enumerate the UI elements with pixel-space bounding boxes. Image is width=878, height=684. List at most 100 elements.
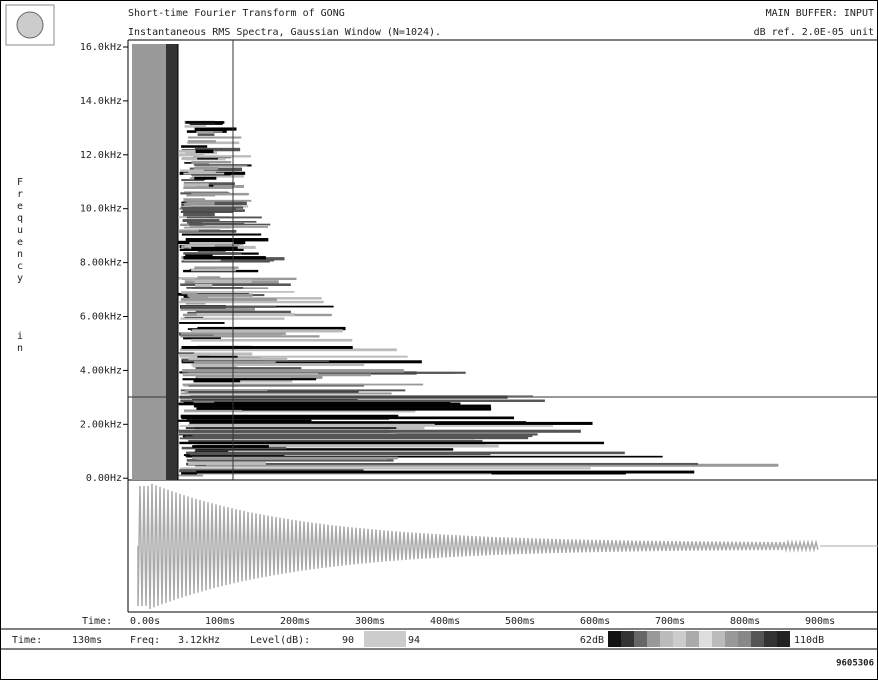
streak bbox=[183, 172, 225, 175]
streak bbox=[196, 379, 293, 383]
streak bbox=[179, 322, 225, 324]
color-step bbox=[608, 631, 621, 647]
streak bbox=[180, 297, 277, 302]
waveform-trace bbox=[137, 483, 819, 610]
streak bbox=[179, 348, 397, 352]
y-unit-letter: n bbox=[17, 343, 23, 354]
streak bbox=[186, 459, 394, 462]
streak bbox=[183, 198, 206, 202]
streak bbox=[196, 131, 223, 133]
streak bbox=[182, 467, 591, 470]
color-step bbox=[699, 631, 712, 647]
streak bbox=[192, 445, 269, 448]
streak bbox=[193, 352, 253, 356]
streak bbox=[181, 179, 205, 182]
streak bbox=[178, 353, 211, 357]
streak bbox=[178, 352, 196, 355]
x-tick-label: 300ms bbox=[355, 616, 385, 627]
streak bbox=[178, 419, 312, 422]
y-tick-label: 6.00kHz bbox=[80, 312, 122, 323]
color-step bbox=[712, 631, 725, 647]
streak bbox=[195, 448, 454, 451]
streak bbox=[183, 187, 234, 189]
buffer-name: MAIN BUFFER: INPUT bbox=[766, 8, 874, 19]
streak bbox=[181, 145, 208, 148]
y-axis-letter: F bbox=[17, 177, 23, 188]
streak bbox=[183, 226, 232, 229]
streak bbox=[180, 305, 277, 308]
subtitle: Instantaneous RMS Spectra, Gaussian Wind… bbox=[128, 27, 441, 38]
streak bbox=[181, 416, 271, 420]
color-step bbox=[673, 631, 686, 647]
streak bbox=[188, 170, 216, 173]
color-step bbox=[738, 631, 751, 647]
streak bbox=[181, 291, 198, 295]
x-tick-label: 700ms bbox=[655, 616, 685, 627]
status-level-high: 94 bbox=[408, 635, 420, 646]
streak bbox=[181, 291, 295, 293]
streak bbox=[180, 211, 234, 213]
streak bbox=[181, 277, 297, 281]
streak bbox=[194, 127, 237, 131]
y-tick-label: 8.00kHz bbox=[80, 258, 122, 269]
streak bbox=[195, 201, 247, 206]
streak bbox=[191, 363, 365, 367]
streak bbox=[184, 125, 207, 128]
streak bbox=[194, 421, 593, 425]
x-tick-label: 900ms bbox=[805, 616, 835, 627]
color-step bbox=[764, 631, 777, 647]
streak bbox=[179, 248, 244, 251]
streak bbox=[195, 310, 291, 314]
streak bbox=[184, 244, 215, 247]
streak bbox=[180, 399, 545, 402]
streak bbox=[181, 260, 270, 263]
streak bbox=[179, 425, 553, 427]
onset-core bbox=[166, 44, 178, 480]
streak bbox=[191, 246, 238, 250]
x-tick-label: 400ms bbox=[430, 616, 460, 627]
color-step bbox=[647, 631, 660, 647]
streak bbox=[180, 392, 392, 395]
streak bbox=[185, 302, 206, 305]
streak bbox=[196, 470, 695, 474]
streak bbox=[187, 372, 455, 374]
streak bbox=[184, 257, 221, 262]
streak bbox=[197, 133, 215, 136]
streak bbox=[178, 474, 203, 477]
streak bbox=[184, 169, 239, 172]
streak bbox=[186, 194, 216, 197]
streak bbox=[183, 185, 245, 188]
streak bbox=[193, 164, 210, 166]
streak bbox=[187, 293, 253, 297]
streak bbox=[197, 355, 238, 360]
streak bbox=[193, 379, 241, 383]
streak bbox=[196, 312, 295, 316]
streak bbox=[197, 444, 499, 448]
streak bbox=[182, 369, 404, 373]
title: Short-time Fourier Transform of GONG bbox=[128, 8, 345, 19]
streak bbox=[178, 402, 461, 406]
streak bbox=[197, 326, 346, 331]
y-axis-letter: e bbox=[17, 237, 23, 248]
streak bbox=[195, 165, 248, 167]
streak bbox=[189, 241, 234, 245]
streak bbox=[188, 357, 288, 361]
figure-id: 9605306 bbox=[836, 659, 874, 669]
streak bbox=[178, 429, 390, 433]
streak bbox=[183, 182, 235, 186]
streak bbox=[190, 205, 248, 208]
streak bbox=[194, 176, 217, 180]
streak bbox=[185, 427, 397, 429]
streak bbox=[183, 212, 215, 217]
streak bbox=[195, 463, 779, 467]
streak bbox=[192, 433, 533, 438]
y-axis-letter: c bbox=[17, 261, 23, 272]
streak bbox=[183, 183, 209, 187]
y-axis-letter: y bbox=[17, 273, 23, 284]
streak bbox=[185, 238, 269, 242]
streak bbox=[193, 404, 491, 408]
x-tick-label: 800ms bbox=[730, 616, 760, 627]
streak bbox=[194, 360, 276, 365]
status-time-label: Time: bbox=[12, 635, 42, 646]
status-level-label: Level(dB): bbox=[250, 635, 310, 646]
